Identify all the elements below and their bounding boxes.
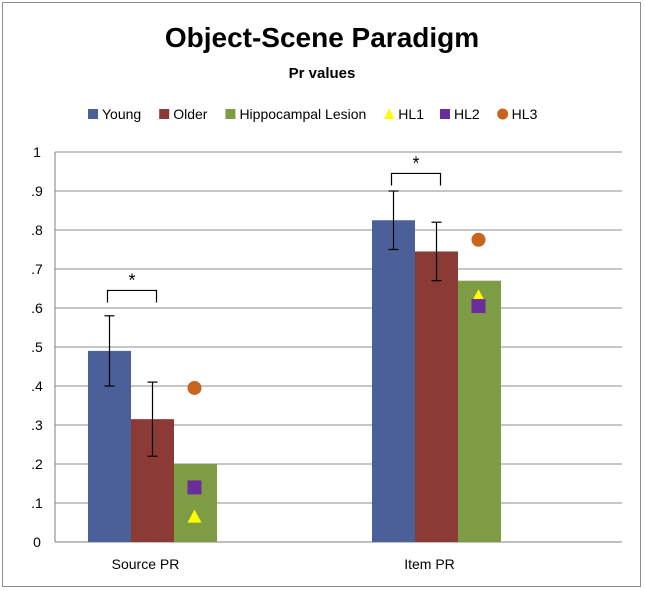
y-tick-label-6: .6	[31, 300, 43, 316]
point-hl2-item-pr	[471, 299, 486, 314]
bar-hippocampal-lesion-source-pr	[174, 464, 217, 542]
bar-older-item-pr	[415, 251, 458, 542]
legend-marker-hl2	[439, 109, 450, 119]
legend-marker-hippocampal-lesion	[225, 109, 236, 119]
legend-marker-hl1	[384, 108, 395, 119]
error-bar-young-item-pr	[388, 190, 399, 251]
error-bar-older-item-pr	[431, 221, 442, 282]
error-bars	[104, 190, 442, 457]
point-hl1-source-pr	[187, 509, 202, 523]
legend-item-hl1: HL1	[384, 106, 424, 122]
legend-item-hl2: HL2	[439, 106, 480, 122]
y-tick-label-1: .1	[31, 495, 43, 511]
point-hl3-item-pr	[471, 232, 486, 247]
y-tick-label-9: .9	[31, 183, 43, 199]
legend-label-hl3: HL3	[512, 106, 538, 122]
significance-star-2: *	[412, 153, 419, 173]
error-bar-young-source-pr	[104, 315, 115, 387]
y-tick-label-7: .7	[31, 261, 43, 277]
legend-label-hl2: HL2	[454, 106, 480, 122]
point-hl3-source-pr	[187, 380, 202, 395]
chart-subtitle: Pr values	[289, 65, 356, 82]
significance-bracket-1	[106, 289, 158, 303]
y-tick-label-2: .2	[31, 456, 43, 472]
y-tick-label-4: .4	[31, 378, 43, 394]
y-axis-ticks: 0 .1 .2 .3 .4 .5 .6 .7 .8 .9 1	[31, 144, 43, 550]
y-tick-label-5: .5	[31, 339, 43, 355]
legend-label-hippocampal-lesion: Hippocampal Lesion	[239, 106, 366, 122]
legend-label-young: Young	[102, 106, 141, 122]
chart-title: Object-Scene Paradigm	[165, 22, 479, 53]
significance-annotations: **	[106, 153, 442, 303]
individual-points	[187, 232, 486, 523]
y-tick-label-10: 1	[33, 144, 41, 160]
y-tick-label-0: 0	[33, 534, 41, 550]
x-category-label-item-pr: Item PR	[404, 556, 455, 572]
x-category-label-source-pr: Source PR	[112, 556, 180, 572]
y-tick-label-3: .3	[31, 417, 43, 433]
y-tick-label-8: .8	[31, 222, 43, 238]
legend-item-older: Older	[159, 106, 208, 122]
legend-item-young: Young	[88, 106, 141, 122]
legend-marker-young	[88, 109, 98, 119]
point-hl2-source-pr	[187, 480, 202, 495]
significance-bracket-2	[390, 172, 442, 186]
bar-young-item-pr	[372, 220, 415, 542]
legend-item-hippocampal-lesion: Hippocampal Lesion	[225, 106, 366, 122]
legend-marker-hl3	[497, 108, 509, 120]
significance-star-1: *	[128, 270, 135, 290]
x-axis-categories: Source PR Item PR	[112, 556, 455, 572]
legend-label-hl1: HL1	[398, 106, 424, 122]
error-bar-older-source-pr	[147, 381, 158, 457]
legend-marker-older	[159, 109, 170, 119]
bar-hippocampal-lesion-item-pr	[458, 280, 501, 542]
legend: Young Older Hippocampal Lesion HL1 HL2 HL3	[88, 106, 538, 122]
legend-item-hl3: HL3	[497, 106, 538, 122]
legend-label-older: Older	[173, 106, 208, 122]
